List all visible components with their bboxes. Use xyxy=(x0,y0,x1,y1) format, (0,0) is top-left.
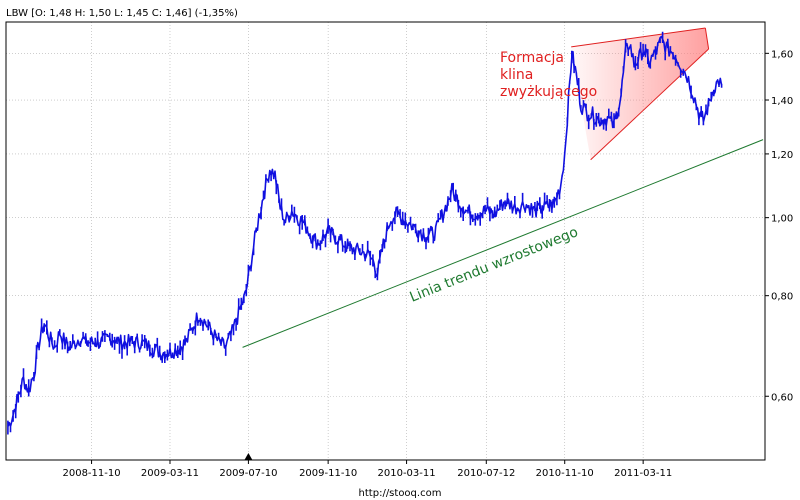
price-series xyxy=(7,31,723,435)
x-axis-ticks: 2008-11-10 2009-03-11 2009-07-10 2009-11-10… xyxy=(62,460,672,479)
y-axis-ticks: 0,60 0,80 1,00 1,20 1,40 1,60 xyxy=(765,49,793,403)
y-tick-label: 0,60 xyxy=(771,392,793,403)
x-tick-label: 2011-03-11 xyxy=(614,468,672,479)
source-link[interactable]: http://stooq.com xyxy=(359,488,442,499)
x-tick-label: 2009-07-10 xyxy=(219,468,277,479)
wedge-upper-line xyxy=(571,27,706,48)
plot-frame xyxy=(5,21,766,461)
y-tick-label: 1,20 xyxy=(771,150,793,161)
wedge-label-line-3: zwyżkującego xyxy=(500,84,597,100)
trendline xyxy=(242,139,764,348)
date-marker-triangle xyxy=(244,453,253,460)
price-line xyxy=(7,31,723,435)
trendline-annotation xyxy=(242,139,764,348)
grid xyxy=(6,22,765,460)
y-tick-label: 0,80 xyxy=(771,292,793,303)
x-tick-label: 2008-11-10 xyxy=(62,468,120,479)
y-tick-label: 1,00 xyxy=(771,214,793,225)
y-tick-label: 1,60 xyxy=(771,49,793,60)
quote-header: LBW [O: 1,48 H: 1,50 L: 1,45 C: 1,46] (-… xyxy=(6,8,238,19)
x-tick-label: 2009-11-10 xyxy=(299,468,357,479)
y-tick-label: 1,40 xyxy=(771,96,793,107)
wedge-label-line-1: Formacja xyxy=(500,50,564,66)
x-tick-label: 2010-11-10 xyxy=(536,468,594,479)
wedge-annotation-label: Formacja klina zwyżkującego xyxy=(500,50,597,100)
wedge-label-line-2: klina xyxy=(500,67,533,83)
x-tick-label: 2009-03-11 xyxy=(141,468,199,479)
x-tick-label: 2010-07-12 xyxy=(457,468,515,479)
wedge-right-edge xyxy=(704,27,710,50)
wedge-lower-line xyxy=(590,48,709,161)
x-tick-label: 2010-03-11 xyxy=(378,468,436,479)
